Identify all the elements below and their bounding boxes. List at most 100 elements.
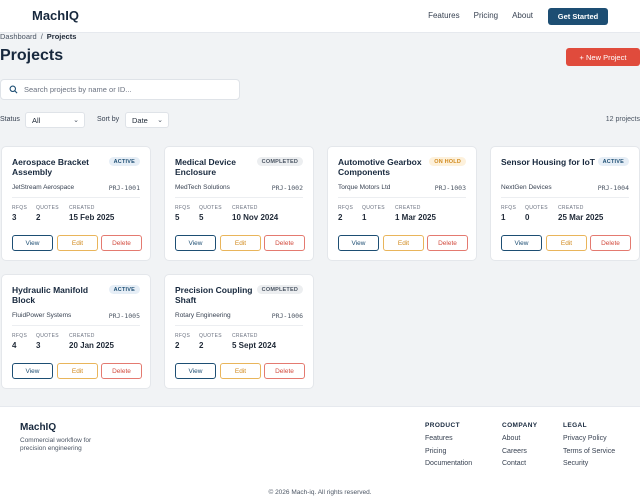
status-select[interactable]: All ⌄ <box>25 112 85 128</box>
edit-button[interactable]: Edit <box>220 235 261 251</box>
created-stat: CREATED 15 Feb 2025 <box>69 205 114 222</box>
project-title[interactable]: Precision Coupling Shaft <box>175 285 253 305</box>
client-name: JetStream Aerospace <box>12 184 75 191</box>
rfqs-value: 4 <box>12 341 17 350</box>
edit-button[interactable]: Edit <box>383 235 424 251</box>
breadcrumb-current: Projects <box>46 32 77 41</box>
rfqs-value: 5 <box>175 213 180 222</box>
rfqs-value: 2 <box>175 341 180 350</box>
project-id: PRJ-1001 <box>108 184 140 192</box>
edit-button[interactable]: Edit <box>220 363 261 379</box>
footer-link-terms[interactable]: Terms of Service <box>563 447 616 455</box>
quotes-label: QUOTES <box>362 205 385 211</box>
created-value: 10 Nov 2024 <box>232 213 279 222</box>
edit-button[interactable]: Edit <box>57 363 98 379</box>
delete-button[interactable]: Delete <box>264 235 305 251</box>
created-value: 15 Feb 2025 <box>69 213 115 222</box>
delete-button[interactable]: Delete <box>590 235 631 251</box>
quotes-value: 0 <box>525 213 530 222</box>
nav-link-about[interactable]: About <box>512 11 533 20</box>
breadcrumb-separator: / <box>40 32 43 41</box>
view-button[interactable]: View <box>501 235 542 251</box>
divider <box>175 197 303 198</box>
status-select-value: All <box>32 115 41 125</box>
sort-select[interactable]: Date ⌄ <box>125 112 169 128</box>
quotes-stat: QUOTES 2 <box>36 205 59 222</box>
footer-link-security[interactable]: Security <box>563 460 589 467</box>
quotes-stat: QUOTES 5 <box>199 205 222 222</box>
created-stat: CREATED 20 Jan 2025 <box>69 333 114 350</box>
divider <box>12 197 140 198</box>
project-title[interactable]: Sensor Housing for IoT <box>501 157 595 167</box>
rfqs-value: 1 <box>501 213 506 222</box>
rfqs-label: RFQS <box>338 205 354 211</box>
footer: MachIQ Commercial workflow for precision… <box>0 406 640 504</box>
footer-link-privacy[interactable]: Privacy Policy <box>563 435 607 442</box>
footer-link-contact[interactable]: Contact <box>502 460 527 467</box>
edit-button[interactable]: Edit <box>546 235 587 251</box>
search-icon <box>9 85 18 94</box>
nav-link-features[interactable]: Features <box>428 11 460 20</box>
edit-button[interactable]: Edit <box>57 235 98 251</box>
search-box[interactable] <box>0 79 240 100</box>
footer-logo[interactable]: MachIQ <box>20 422 57 433</box>
client-name: FluidPower Systems <box>12 312 72 319</box>
project-card: Sensor Housing for IoT ACTIVE NextGen De… <box>490 146 640 261</box>
project-title[interactable]: Hydraulic Manifold Block <box>12 285 89 305</box>
view-button[interactable]: View <box>12 235 53 251</box>
quotes-label: QUOTES <box>36 205 59 211</box>
divider <box>175 325 303 326</box>
created-value: 1 Mar 2025 <box>395 213 436 222</box>
breadcrumb-dashboard[interactable]: Dashboard <box>0 32 37 41</box>
divider <box>338 197 466 198</box>
footer-link-documentation[interactable]: Documentation <box>425 460 473 467</box>
created-label: CREATED <box>232 205 258 211</box>
rfqs-value: 2 <box>338 213 343 222</box>
created-label: CREATED <box>395 205 421 211</box>
project-card: Automotive Gearbox Components ON HOLD To… <box>327 146 477 261</box>
top-nav: MachIQ Features Pricing About Get Starte… <box>0 0 640 33</box>
new-project-button[interactable]: + New Project <box>566 48 640 66</box>
delete-button[interactable]: Delete <box>264 363 305 379</box>
nav-link-pricing[interactable]: Pricing <box>473 11 499 20</box>
quotes-value: 2 <box>199 341 204 350</box>
project-card: Aerospace Bracket Assembly ACTIVE JetStr… <box>1 146 151 261</box>
quotes-label: QUOTES <box>199 205 222 211</box>
quotes-stat: QUOTES 1 <box>362 205 385 222</box>
quotes-label: QUOTES <box>199 333 222 339</box>
created-stat: CREATED 25 Mar 2025 <box>558 205 603 222</box>
quotes-label: QUOTES <box>525 205 548 211</box>
rfqs-stat: RFQS 2 <box>175 333 190 350</box>
footer-link-pricing[interactable]: Pricing <box>425 447 447 455</box>
view-button[interactable]: View <box>338 235 379 251</box>
quotes-stat: QUOTES 2 <box>199 333 222 350</box>
project-title[interactable]: Automotive Gearbox Components <box>338 157 422 177</box>
project-title[interactable]: Medical Device Enclosure <box>175 157 236 177</box>
view-button[interactable]: View <box>12 363 53 379</box>
footer-heading: PRODUCT <box>425 422 460 429</box>
search-input[interactable] <box>24 85 234 94</box>
project-card: Hydraulic Manifold Block ACTIVE FluidPow… <box>1 274 151 389</box>
logo[interactable]: MachIQ <box>32 8 79 23</box>
footer-link-about[interactable]: About <box>502 435 521 442</box>
project-title[interactable]: Aerospace Bracket Assembly <box>12 157 90 177</box>
view-button[interactable]: View <box>175 363 216 379</box>
get-started-button[interactable]: Get Started <box>548 8 608 25</box>
chevron-down-icon: ⌄ <box>157 117 163 124</box>
project-id: PRJ-1005 <box>108 312 140 320</box>
footer-link-careers[interactable]: Careers <box>502 447 527 455</box>
status-badge: ON HOLD <box>429 157 466 166</box>
rfqs-label: RFQS <box>12 333 28 339</box>
project-id: PRJ-1006 <box>271 312 303 320</box>
created-value: 20 Jan 2025 <box>69 341 114 350</box>
created-label: CREATED <box>558 205 584 211</box>
delete-button[interactable]: Delete <box>101 235 142 251</box>
status-badge: ACTIVE <box>597 157 629 166</box>
divider <box>501 197 629 198</box>
status-badge: COMPLETED <box>256 285 303 294</box>
view-button[interactable]: View <box>175 235 216 251</box>
delete-button[interactable]: Delete <box>427 235 468 251</box>
quotes-stat: QUOTES 3 <box>36 333 59 350</box>
footer-link-features[interactable]: Features <box>425 435 453 442</box>
delete-button[interactable]: Delete <box>101 363 142 379</box>
